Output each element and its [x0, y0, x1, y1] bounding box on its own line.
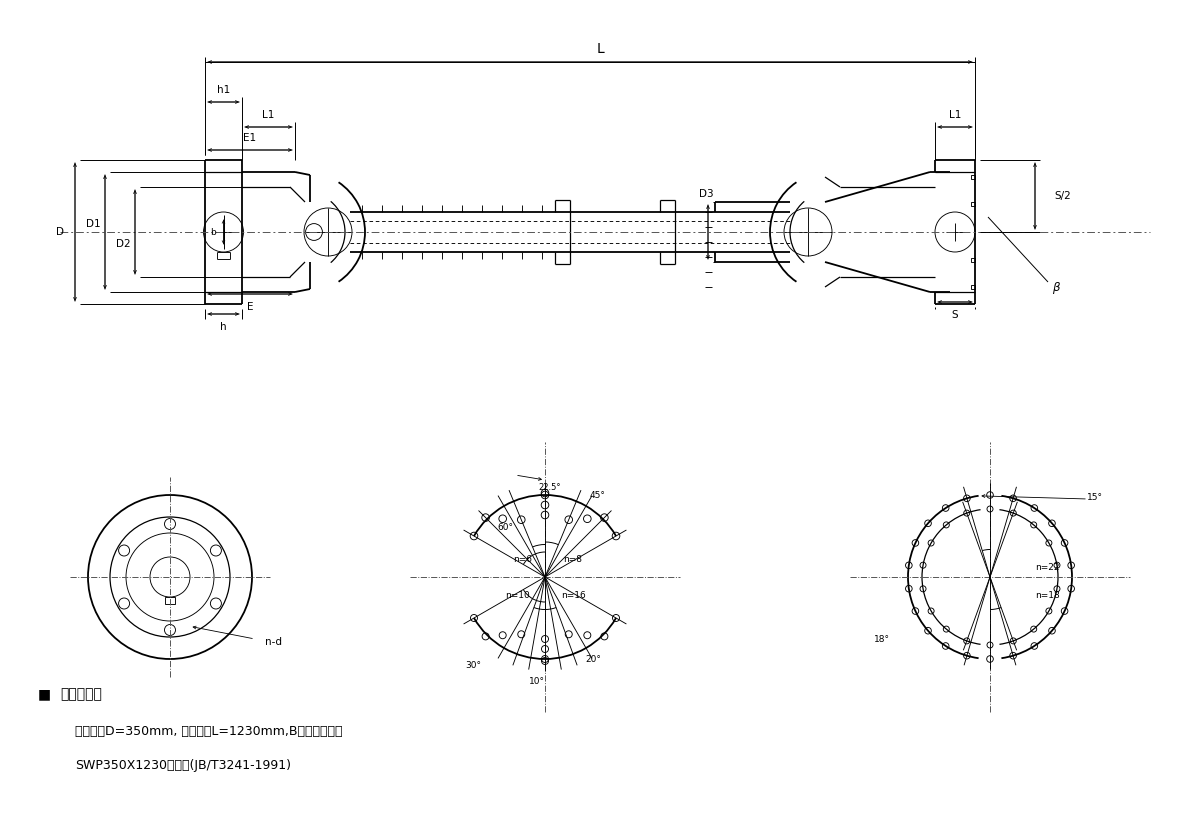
- Text: L1: L1: [263, 110, 275, 120]
- Text: 18°: 18°: [874, 635, 890, 643]
- Text: D1: D1: [85, 219, 101, 229]
- Text: E1: E1: [244, 133, 257, 143]
- Bar: [971, 258, 974, 262]
- Text: n=16: n=16: [560, 591, 586, 600]
- Bar: [971, 175, 974, 179]
- Text: D: D: [56, 227, 64, 237]
- Text: 10°: 10°: [529, 677, 545, 686]
- Text: n=8: n=8: [564, 554, 582, 563]
- Text: E: E: [247, 302, 253, 312]
- Text: SWP350X1230联轴器(JB/T3241-1991): SWP350X1230联轴器(JB/T3241-1991): [74, 759, 292, 772]
- Text: n=18: n=18: [1034, 591, 1060, 600]
- Text: β: β: [1052, 280, 1060, 294]
- Bar: [166, 597, 175, 604]
- Text: n=10: n=10: [505, 591, 529, 600]
- Text: b: b: [211, 227, 216, 236]
- Text: 22.5°: 22.5°: [539, 483, 562, 492]
- Text: ■: ■: [38, 687, 52, 701]
- Text: 15°: 15°: [1087, 493, 1103, 502]
- Text: 标记示例：: 标记示例：: [60, 687, 102, 701]
- Text: S/2: S/2: [1055, 191, 1072, 201]
- Text: n=6: n=6: [514, 554, 533, 563]
- Bar: [971, 285, 974, 289]
- Text: 45°: 45°: [589, 491, 605, 499]
- Text: n-d: n-d: [265, 637, 282, 647]
- Text: L: L: [596, 42, 604, 56]
- Text: S: S: [952, 310, 959, 320]
- Text: 60°: 60°: [497, 522, 514, 532]
- Text: 30°: 30°: [466, 661, 481, 670]
- Text: D2: D2: [115, 239, 131, 249]
- Text: h1: h1: [217, 85, 230, 95]
- Text: 回转直径D=350mm, 安装长度L=1230mm,B型万向联轴器: 回转直径D=350mm, 安装长度L=1230mm,B型万向联轴器: [74, 725, 342, 738]
- Bar: [971, 202, 974, 206]
- Text: n=22: n=22: [1034, 562, 1060, 572]
- Text: L1: L1: [949, 110, 961, 120]
- Text: D3: D3: [698, 189, 713, 199]
- Text: h: h: [220, 322, 227, 332]
- Text: 20°: 20°: [586, 655, 601, 663]
